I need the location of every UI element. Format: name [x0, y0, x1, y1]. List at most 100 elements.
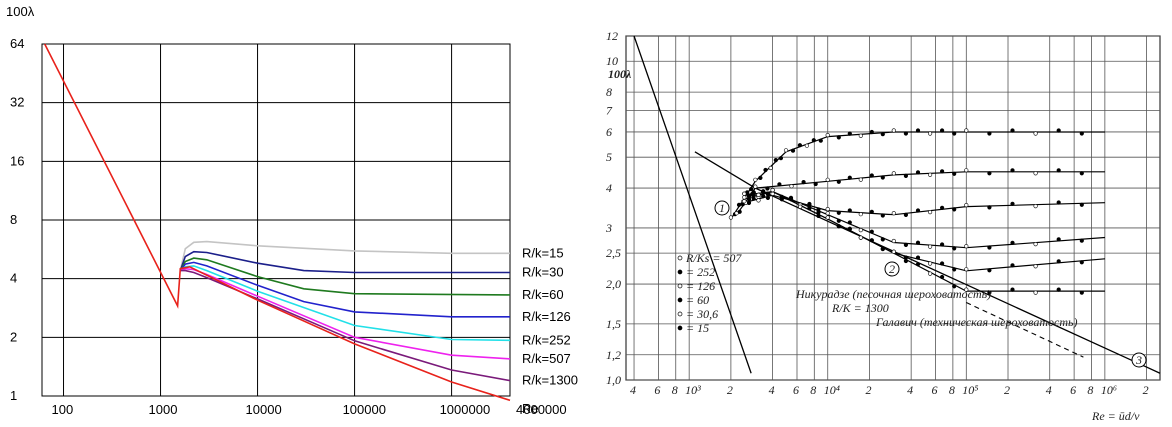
curve-marker — [1131, 352, 1147, 368]
left-chart-grid — [41, 43, 511, 397]
data-point — [987, 131, 992, 136]
data-point — [891, 171, 896, 176]
data-point — [880, 237, 885, 242]
y-tick-label: 2,0 — [606, 277, 621, 291]
legend-marker — [677, 269, 683, 275]
x-tick-label: 1000 — [149, 402, 178, 417]
left-chart: 100 1000 10000 100000 1000000 4000000 1 2 4 8 16 32… — [6, 4, 578, 417]
data-point — [891, 211, 896, 216]
data-point — [749, 187, 754, 192]
data-point — [903, 242, 909, 247]
data-point — [825, 177, 830, 182]
data-point — [858, 228, 863, 233]
data-point — [836, 179, 841, 184]
x-tick-label: 8 — [949, 383, 955, 397]
data-point — [880, 132, 885, 137]
y-tick-label: 10 — [606, 54, 618, 68]
data-point — [903, 258, 909, 264]
data-point — [789, 184, 794, 189]
data-point — [940, 128, 945, 133]
left-chart-series — [43, 43, 511, 402]
right-x-axis-label: Re = ūd/ν — [1091, 409, 1140, 423]
data-point — [928, 131, 933, 136]
data-point — [770, 191, 775, 196]
data-point — [903, 131, 909, 136]
y-tick-label: 32 — [10, 95, 24, 110]
series-line — [179, 261, 510, 318]
data-point — [1033, 264, 1038, 269]
data-point — [751, 190, 756, 195]
series-line — [179, 240, 510, 271]
data-point — [928, 261, 933, 266]
y-tick-label: 4 — [606, 181, 612, 195]
y-tick-label: 2,5 — [606, 246, 621, 260]
roughness-curve — [730, 131, 1105, 220]
data-point — [1056, 200, 1061, 205]
data-point — [891, 128, 896, 133]
data-point — [847, 175, 852, 180]
data-point — [952, 246, 957, 251]
data-point — [813, 181, 818, 187]
data-point — [804, 143, 809, 148]
data-point — [1033, 290, 1038, 295]
data-point — [858, 177, 863, 182]
data-point — [869, 173, 874, 178]
x-axis-label: Re — [522, 401, 539, 416]
data-point — [952, 207, 957, 212]
legend-marker — [677, 325, 683, 331]
series-label: R/k=252 — [522, 332, 571, 347]
data-point — [858, 133, 863, 138]
y-tick-label: 1,5 — [606, 317, 621, 331]
legend-entry: = 30,6 — [686, 307, 718, 321]
data-point — [869, 238, 874, 243]
data-point — [825, 215, 830, 220]
x-tick-label: 4000000 — [516, 402, 567, 417]
y-tick-label: 1,0 — [606, 373, 621, 387]
data-point — [880, 246, 885, 252]
x-tick-label: 4 — [1046, 383, 1052, 397]
right-y-axis-label: 100λ — [608, 67, 632, 81]
data-point — [798, 204, 803, 209]
data-point — [869, 229, 874, 234]
data-point — [765, 195, 770, 200]
data-point — [987, 205, 992, 210]
data-point — [1056, 287, 1061, 292]
data-point — [1033, 242, 1038, 247]
legend-entry: = 60 — [686, 293, 709, 307]
y-tick-label: 12 — [606, 29, 618, 43]
data-point — [940, 169, 945, 174]
data-point — [928, 172, 933, 177]
data-point — [915, 262, 921, 267]
data-point — [915, 208, 921, 213]
y-tick-label: 2 — [10, 329, 17, 344]
curve-marker — [884, 261, 900, 277]
y-tick-label: 8 — [606, 85, 612, 99]
data-point — [737, 209, 742, 214]
data-point — [742, 195, 747, 200]
y-tick-label: 1 — [10, 388, 17, 403]
annotation-galavich: Галавич (техническая шероховатость) — [875, 315, 1077, 329]
data-point — [1033, 131, 1038, 136]
data-point — [746, 200, 752, 205]
x-tick-label: 4 — [769, 383, 775, 397]
data-point — [807, 206, 812, 211]
data-point — [915, 170, 921, 175]
data-point — [952, 171, 957, 176]
annotation-ratio: R/K = 1300 — [831, 301, 889, 315]
data-point — [858, 235, 863, 240]
x-tick-label: 100000 — [343, 402, 386, 417]
data-point — [847, 208, 852, 213]
y-tick-label: 16 — [10, 153, 24, 168]
data-point — [1056, 237, 1061, 242]
reference-line — [43, 43, 511, 402]
data-point — [964, 267, 969, 272]
data-point — [1033, 171, 1038, 176]
data-point — [753, 177, 758, 182]
curve-marker-label: 2 — [889, 262, 895, 276]
data-point — [778, 156, 783, 161]
data-point — [736, 202, 742, 207]
data-point — [915, 255, 921, 260]
data-point — [742, 191, 747, 196]
annotation-nikuradze: Никурадзе (песочная шероховатость) — [795, 287, 991, 301]
right-chart-labels: 4 6 8 10³ 2 4 6 8 10⁴ 2 4 6 8 10⁵ 2 4 6 8 10⁶ 21,01,21,52,0… — [605, 29, 1149, 397]
